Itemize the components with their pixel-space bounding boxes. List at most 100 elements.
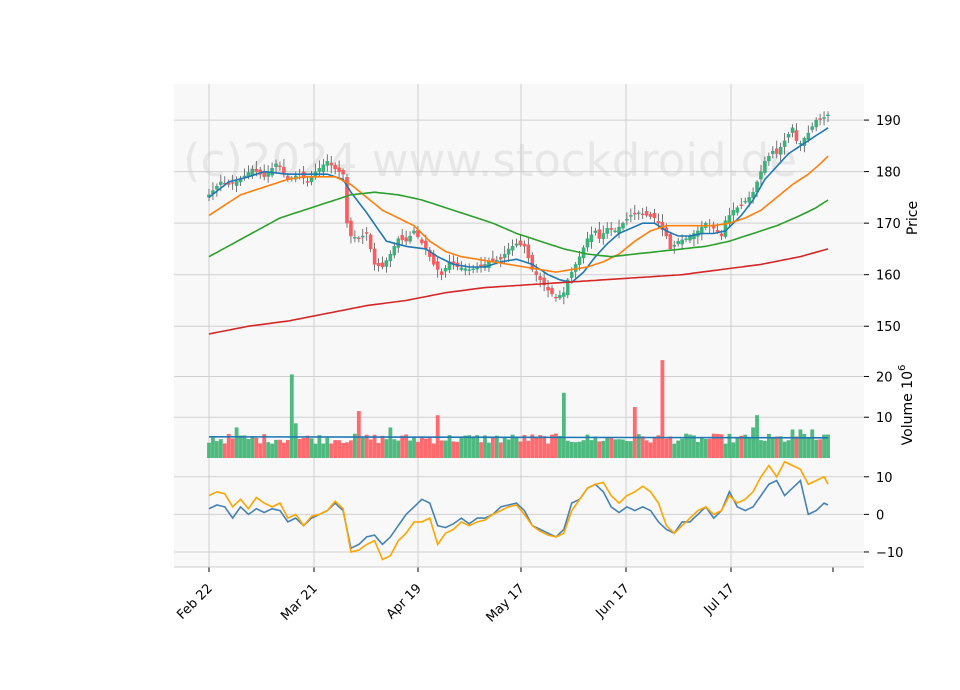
candle-body bbox=[510, 246, 515, 251]
volume-bar bbox=[282, 442, 286, 458]
volume-bar bbox=[715, 433, 720, 458]
candle-body bbox=[778, 146, 783, 155]
candle-body bbox=[554, 296, 558, 299]
volume-bar bbox=[652, 436, 657, 458]
volume-bar bbox=[356, 411, 361, 458]
candle-body bbox=[305, 181, 310, 183]
y-tick-label: −10 bbox=[876, 546, 903, 561]
candle-body bbox=[412, 230, 416, 234]
volume-bar bbox=[258, 443, 263, 458]
volume-bar bbox=[703, 438, 708, 458]
volume-bar bbox=[778, 436, 783, 458]
candle-body bbox=[810, 126, 814, 130]
candle-body bbox=[818, 118, 822, 120]
volume-bar bbox=[420, 437, 424, 458]
candle-body bbox=[282, 166, 286, 174]
candle-body bbox=[684, 238, 688, 240]
volume-bar bbox=[664, 438, 669, 458]
volume-bar bbox=[680, 438, 685, 458]
volume-bar bbox=[782, 441, 787, 458]
volume-axis-label: Volume 106 bbox=[897, 365, 916, 446]
candle-body bbox=[558, 295, 562, 299]
candle-body bbox=[439, 271, 444, 275]
volume-bar bbox=[692, 435, 696, 458]
volume-bar bbox=[699, 436, 704, 458]
candle-body bbox=[566, 279, 570, 296]
candle-body bbox=[546, 287, 550, 291]
candle-body bbox=[443, 268, 448, 272]
candle-body bbox=[569, 271, 574, 278]
y-tick-label: 180 bbox=[876, 166, 901, 181]
candle-body bbox=[822, 117, 826, 119]
volume-bar bbox=[431, 443, 436, 458]
candle-body bbox=[522, 243, 527, 247]
candle-body bbox=[763, 161, 767, 173]
volume-bar bbox=[246, 439, 251, 458]
volume-bar bbox=[329, 443, 334, 458]
candle-body bbox=[376, 262, 381, 266]
candle-body bbox=[230, 182, 235, 184]
volume-bar bbox=[368, 439, 373, 458]
watermark: (c)2024 www.stockdroid.de bbox=[183, 134, 797, 187]
volume-bar bbox=[396, 440, 401, 458]
volume-bar bbox=[802, 433, 807, 458]
candle-body bbox=[562, 292, 566, 297]
volume-bar bbox=[321, 443, 326, 458]
volume-bar bbox=[463, 435, 468, 458]
volume-bar bbox=[640, 436, 645, 458]
candle-body bbox=[471, 268, 475, 270]
oscillator-line-1 bbox=[208, 460, 829, 561]
volume-bar bbox=[609, 437, 614, 458]
volume-bar bbox=[593, 436, 598, 458]
volume-bar bbox=[455, 441, 460, 458]
candle-body bbox=[215, 186, 219, 190]
volume-exponent: 6 bbox=[897, 365, 908, 371]
volume-bar bbox=[530, 434, 535, 458]
price-axis-label: Price bbox=[905, 201, 921, 235]
volume-panel bbox=[207, 360, 830, 458]
y-tick-label: 160 bbox=[876, 269, 901, 284]
candle-body bbox=[495, 259, 499, 262]
candle-body bbox=[605, 228, 609, 234]
volume-bar bbox=[207, 442, 211, 458]
volume-bar bbox=[648, 442, 653, 458]
candle-body bbox=[767, 156, 771, 162]
volume-bar bbox=[573, 442, 578, 458]
volume-bar bbox=[538, 435, 543, 458]
volume-bar bbox=[479, 442, 483, 458]
candle-body bbox=[333, 165, 337, 170]
volume-bar bbox=[270, 443, 274, 458]
candle-body bbox=[278, 165, 282, 167]
candle-body bbox=[364, 232, 369, 234]
volume-bar bbox=[372, 434, 377, 458]
candle-body bbox=[380, 262, 385, 268]
volume-bar bbox=[380, 435, 385, 458]
volume-bar bbox=[471, 437, 476, 458]
candle-body bbox=[637, 212, 641, 214]
volume-bar bbox=[636, 434, 641, 458]
candle-body bbox=[680, 239, 684, 245]
candle-body bbox=[786, 134, 791, 138]
price-panel bbox=[207, 111, 830, 335]
volume-bar bbox=[498, 442, 503, 458]
volume-bar bbox=[688, 434, 692, 458]
candle-body bbox=[644, 211, 649, 216]
candle-body bbox=[633, 212, 637, 215]
x-tick-label: May 17 bbox=[484, 581, 528, 625]
candle-body bbox=[625, 219, 629, 221]
x-tick-label: Feb 22 bbox=[174, 581, 216, 623]
volume-bar bbox=[711, 433, 716, 458]
volume-bar bbox=[786, 440, 791, 458]
volume-bar bbox=[597, 441, 602, 458]
candle-body bbox=[435, 261, 440, 270]
price-ma-line-3 bbox=[208, 248, 829, 335]
volume-bar bbox=[550, 434, 554, 458]
volume-bar bbox=[806, 437, 811, 458]
volume-bar bbox=[226, 433, 231, 458]
volume-bar bbox=[317, 435, 322, 458]
volume-bar bbox=[684, 433, 688, 458]
candle-body bbox=[782, 140, 787, 147]
volume-bar bbox=[364, 434, 369, 458]
volume-bar bbox=[459, 437, 464, 458]
candle-body bbox=[514, 243, 519, 246]
